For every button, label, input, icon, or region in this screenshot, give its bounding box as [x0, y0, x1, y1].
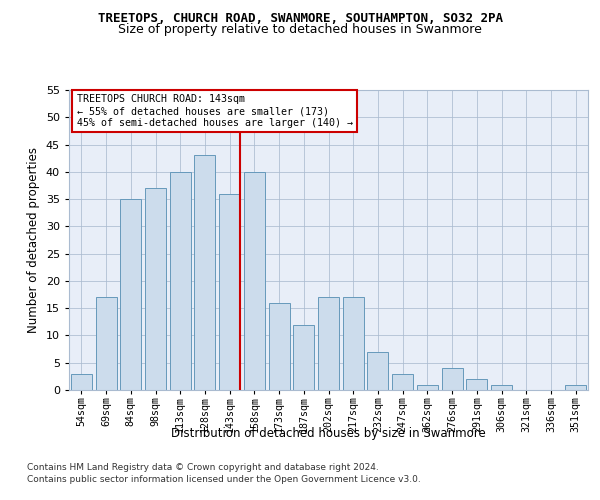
Text: TREETOPS, CHURCH ROAD, SWANMORE, SOUTHAMPTON, SO32 2PA: TREETOPS, CHURCH ROAD, SWANMORE, SOUTHAM… — [97, 12, 503, 26]
Y-axis label: Number of detached properties: Number of detached properties — [27, 147, 40, 333]
Bar — [269, 302, 290, 390]
Bar — [170, 172, 191, 390]
Bar — [491, 384, 512, 390]
Bar — [194, 156, 215, 390]
Text: Size of property relative to detached houses in Swanmore: Size of property relative to detached ho… — [118, 24, 482, 36]
Text: Distribution of detached houses by size in Swanmore: Distribution of detached houses by size … — [172, 428, 486, 440]
Bar — [244, 172, 265, 390]
Bar — [219, 194, 240, 390]
Bar — [145, 188, 166, 390]
Text: Contains HM Land Registry data © Crown copyright and database right 2024.: Contains HM Land Registry data © Crown c… — [27, 462, 379, 471]
Bar — [367, 352, 388, 390]
Bar — [293, 324, 314, 390]
Bar — [343, 298, 364, 390]
Bar — [318, 298, 339, 390]
Text: TREETOPS CHURCH ROAD: 143sqm
← 55% of detached houses are smaller (173)
45% of s: TREETOPS CHURCH ROAD: 143sqm ← 55% of de… — [77, 94, 353, 128]
Bar — [95, 298, 116, 390]
Bar — [565, 384, 586, 390]
Bar — [120, 199, 141, 390]
Bar — [466, 379, 487, 390]
Bar — [71, 374, 92, 390]
Bar — [442, 368, 463, 390]
Bar — [392, 374, 413, 390]
Text: Contains public sector information licensed under the Open Government Licence v3: Contains public sector information licen… — [27, 475, 421, 484]
Bar — [417, 384, 438, 390]
